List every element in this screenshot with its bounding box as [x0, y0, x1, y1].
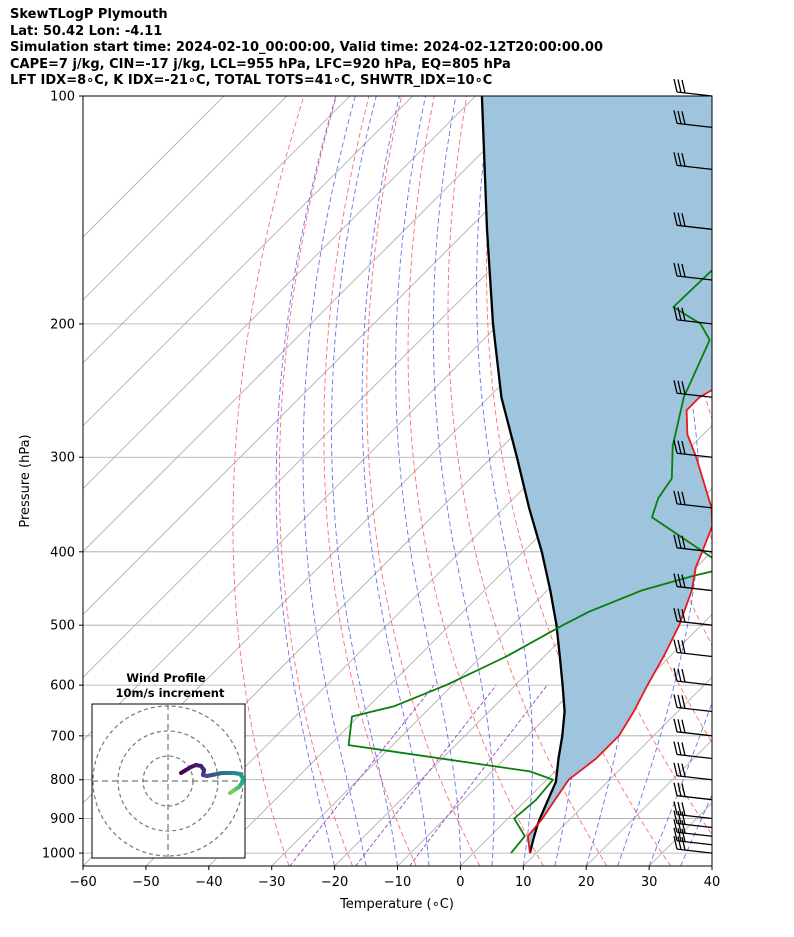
mixing-ratio-line	[355, 684, 497, 866]
time-info: Simulation start time: 2024-02-10_00:00:…	[10, 40, 603, 55]
wind-barb	[673, 741, 713, 760]
wind-barb	[673, 819, 713, 837]
moist-adiabat-line	[395, 96, 461, 866]
isotherm-line	[83, 96, 288, 301]
isotherm-line	[83, 96, 602, 615]
isotherm-line	[775, 96, 794, 866]
dry-adiabat-line	[447, 96, 608, 866]
isotherm-line	[523, 676, 712, 866]
y-tick-label: 500	[50, 619, 75, 634]
isotherm-line	[83, 96, 413, 427]
y-tick-label: 1000	[42, 847, 75, 862]
y-tick-label: 100	[50, 90, 75, 105]
location-info: Lat: 50.42 Lon: -4.11	[10, 24, 163, 39]
moist-adiabat-line	[617, 96, 701, 866]
y-tick-label: 200	[50, 317, 75, 332]
moist-adiabat-line	[302, 96, 367, 866]
moist-adiabat-line	[680, 793, 712, 866]
x-tick-label: −10	[384, 875, 411, 890]
moist-adiabat-line	[711, 864, 712, 866]
isotherm-line	[397, 550, 712, 866]
isotherm-line	[711, 865, 712, 866]
x-axis-label: Temperature (∘C)	[339, 897, 454, 912]
wind-barb	[673, 78, 713, 97]
inset-title: Wind Profile	[126, 671, 206, 685]
y-axis-label: Pressure (hPa)	[18, 434, 33, 527]
wind-barb	[673, 380, 713, 398]
wind-barb	[673, 573, 713, 592]
wind-barb	[673, 534, 713, 553]
stability-indices: LFT IDX=8∘C, K IDX=-21∘C, TOTAL TOTS=41∘…	[10, 73, 493, 88]
wind-barb	[673, 762, 713, 781]
x-tick-label: −20	[321, 875, 348, 890]
moist-adiabat-line	[331, 96, 398, 866]
wind-barb	[673, 718, 713, 737]
isotherm-line	[83, 96, 351, 364]
wind-barb	[673, 694, 713, 713]
wind-barb	[673, 801, 713, 820]
dry-adiabat-line	[407, 96, 544, 866]
x-tick-label: 40	[704, 875, 721, 890]
wind-barb	[673, 667, 713, 686]
wind-barb	[673, 212, 713, 230]
dry-adiabat-line	[727, 96, 794, 866]
y-tick-label: 300	[50, 451, 75, 466]
x-tick-label: 30	[641, 875, 658, 890]
x-tick-label: 0	[456, 875, 464, 890]
y-tick-label: 700	[50, 729, 75, 744]
mixing-ratio-line	[409, 684, 548, 866]
dry-adiabat-line	[760, 96, 794, 866]
y-tick-label: 800	[50, 773, 75, 788]
isotherm-line	[83, 96, 225, 238]
y-tick-label: 900	[50, 812, 75, 827]
wind-barb	[673, 827, 713, 846]
isotherm-line	[83, 96, 476, 490]
moist-adiabat-line	[648, 701, 712, 866]
x-tick-label: −30	[258, 875, 285, 890]
dry-adiabat-line	[278, 96, 354, 866]
wind-barb	[673, 835, 713, 854]
wind-barb	[673, 490, 713, 509]
dewpoint-line	[347, 269, 712, 854]
hodograph-segment	[228, 789, 235, 795]
temperature-line	[527, 388, 712, 854]
y-tick-label: 600	[50, 679, 75, 694]
wind-barb	[673, 810, 713, 829]
wind-barb	[673, 440, 713, 458]
x-tick-label: 10	[515, 875, 532, 890]
dry-adiabat-line	[323, 96, 417, 866]
dry-adiabat-line	[232, 96, 305, 866]
x-tick-label: −50	[132, 875, 159, 890]
moist-adiabat-line	[476, 96, 534, 866]
cape-shaded-area	[481, 96, 712, 854]
x-tick-label: 20	[578, 875, 595, 890]
parcel-profile-line	[480, 96, 566, 854]
y-tick-label: 400	[50, 545, 75, 560]
wind-barb	[673, 608, 713, 626]
x-tick-label: −40	[195, 875, 222, 890]
title-station: SkewTLogP Plymouth	[10, 7, 168, 22]
wind-barb	[673, 110, 713, 128]
convective-params: CAPE=7 j/kg, CIN=-17 j/kg, LCL=955 hPa, …	[10, 57, 511, 72]
dry-adiabat-line	[366, 96, 481, 866]
wind-barb	[673, 152, 713, 171]
inset-subtitle: 10m/s increment	[116, 686, 225, 700]
wind-barb	[673, 782, 713, 801]
isotherm-line	[83, 96, 539, 553]
moist-adiabat-line	[361, 96, 430, 866]
isotherm-line	[334, 488, 712, 866]
moist-adiabat-line	[432, 96, 495, 866]
moist-adiabat-line	[275, 96, 337, 866]
wind-barb	[673, 262, 713, 281]
x-tick-label: −60	[69, 875, 96, 890]
mixing-ratio-line	[289, 684, 435, 866]
wind-barb	[673, 306, 713, 325]
wind-barb	[673, 639, 713, 658]
